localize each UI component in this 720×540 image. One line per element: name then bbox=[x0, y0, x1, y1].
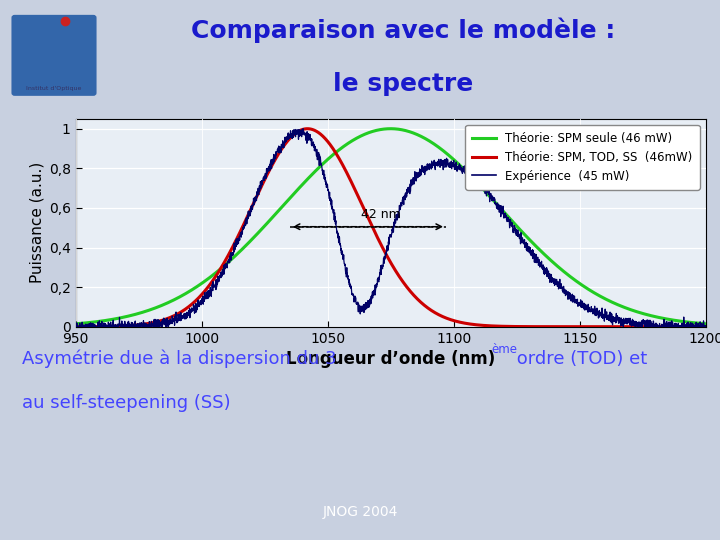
Text: Comparaison avec le modèle :: Comparaison avec le modèle : bbox=[191, 17, 616, 43]
Y-axis label: Puissance (a.u.): Puissance (a.u.) bbox=[30, 162, 45, 284]
Text: 42 nm: 42 nm bbox=[361, 208, 400, 221]
Text: Asymétrie due à la dispersion du 3: Asymétrie due à la dispersion du 3 bbox=[22, 349, 336, 368]
Text: Institut d'Optique: Institut d'Optique bbox=[27, 86, 81, 91]
Text: JNOG 2004: JNOG 2004 bbox=[323, 505, 397, 519]
Legend: Théorie: SPM seule (46 mW), Théorie: SPM, TOD, SS  (46mW), Expérience  (45 mW): Théorie: SPM seule (46 mW), Théorie: SPM… bbox=[465, 125, 700, 190]
X-axis label: Longueur d’onde (nm): Longueur d’onde (nm) bbox=[286, 350, 495, 368]
Text: ordre (TOD) et: ordre (TOD) et bbox=[511, 349, 647, 368]
FancyBboxPatch shape bbox=[12, 15, 96, 96]
Text: le spectre: le spectre bbox=[333, 72, 473, 96]
Text: ème: ème bbox=[491, 342, 517, 355]
Text: au self-steepening (SS): au self-steepening (SS) bbox=[22, 394, 230, 412]
